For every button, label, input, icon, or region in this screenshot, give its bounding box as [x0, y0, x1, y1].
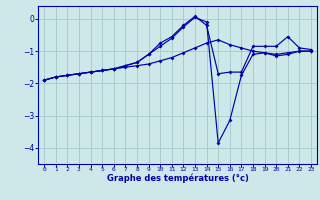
X-axis label: Graphe des températures (°c): Graphe des températures (°c) [107, 174, 249, 183]
